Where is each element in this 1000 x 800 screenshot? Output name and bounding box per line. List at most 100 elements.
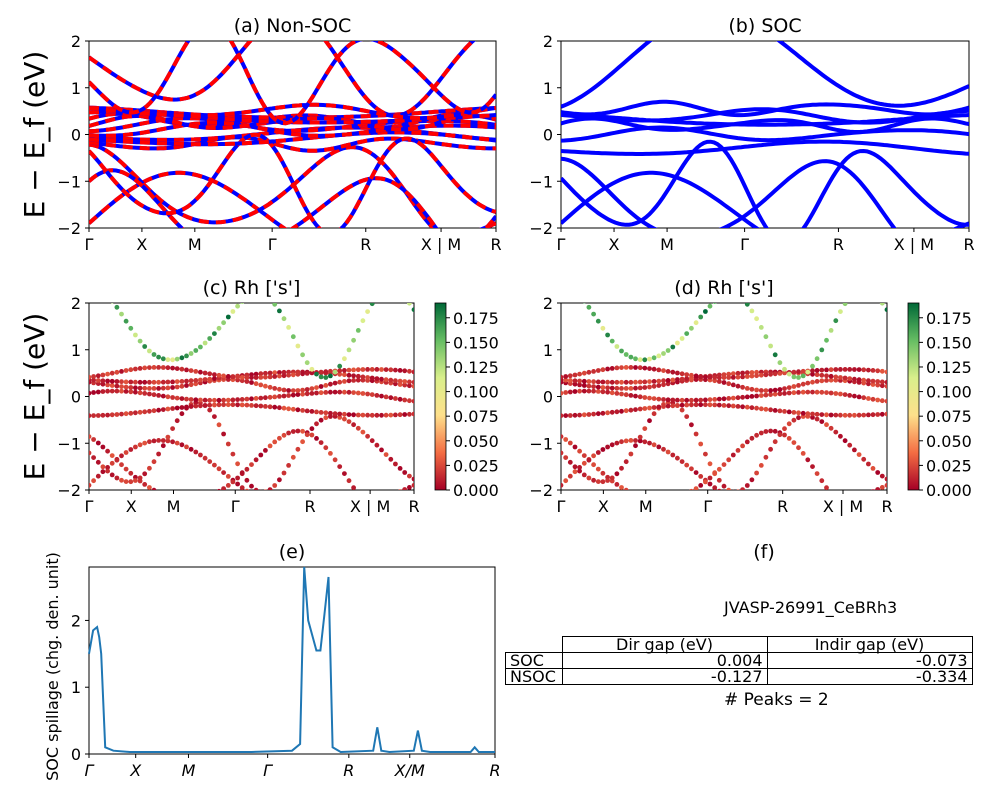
band-point [137,379,143,385]
band-point [758,393,764,398]
band-point [402,509,407,514]
band-point [304,360,310,366]
band-point [842,375,848,381]
band-dash [89,135,496,153]
band-point [407,473,412,479]
band-point [698,474,704,479]
band-point [356,492,361,497]
band-point [407,398,412,404]
band-point [563,377,569,383]
band-point [856,394,862,400]
band-point [628,393,634,398]
band-point [586,457,592,463]
band-point [411,476,414,482]
band-point [619,408,624,414]
band-point [109,378,115,384]
band-point [342,416,347,422]
band-point [693,431,699,437]
band-point [281,470,287,476]
band-point [147,439,152,445]
band-point [749,477,755,483]
band-point [174,379,180,384]
band-point [595,318,601,324]
band-point [170,426,176,431]
band-point [114,412,120,417]
band-point [884,307,887,313]
band-point [114,388,120,394]
band-point [623,487,629,490]
band-point [730,403,736,409]
band-point [91,390,96,395]
band-point [833,377,839,383]
colorbar-tick-label: 0.175 [926,309,972,328]
band-point [726,457,732,463]
band-point [332,380,338,386]
band-point [814,368,820,373]
band-point [838,391,843,397]
band-point [768,514,773,519]
band-point [230,479,236,485]
band-point [128,410,134,416]
band-point [735,404,741,409]
band-point [782,366,787,372]
band-point [642,385,648,390]
band-point [633,443,638,449]
band-point [828,328,834,333]
band-point [595,389,601,394]
band-point [642,406,648,411]
band-point [656,444,662,450]
band-line [561,156,897,228]
band-line [561,139,969,156]
band-point [304,391,310,397]
band-point [272,386,278,391]
band-point [679,402,685,408]
band-point [216,325,222,331]
band-point [600,389,606,395]
band-point [586,379,592,384]
band-point [693,470,699,475]
band-point [188,368,194,373]
band-point [355,367,361,373]
x-tick-label: Γ [85,235,94,254]
band-point [721,462,727,467]
band-point [337,411,343,417]
band-point [800,381,806,387]
band-point [754,470,759,476]
band-point [675,495,680,500]
band-point [712,470,718,476]
band-point [786,371,792,377]
band-line [561,116,969,135]
x-tick-label: X | M [421,235,461,254]
band-point [665,449,671,455]
band-point [758,372,764,378]
band-point [726,371,732,377]
band-point [114,475,120,481]
band-point [595,450,601,455]
band-point [586,475,592,481]
band-point [198,397,203,403]
band-point [591,411,596,417]
band-point [679,407,685,413]
band-point [91,455,96,460]
band-point [170,365,176,371]
band-point [870,412,876,418]
band-point [277,308,282,314]
band-point [249,396,254,402]
band-point [216,466,222,472]
band-point [805,380,811,386]
band-point [744,404,750,410]
y-tick-label: 2 [71,294,81,313]
band-point [221,373,227,379]
band-point [796,445,801,451]
band-point [198,377,203,383]
colorbar-tick-label: 0.075 [926,407,972,426]
band-point [286,406,291,412]
band-point [561,450,564,456]
band-point [114,379,120,384]
band-point [133,379,138,385]
band-point [109,460,115,466]
band-point [253,396,259,401]
band-point [730,371,736,377]
band-dash [89,132,496,228]
band-point [731,499,736,504]
